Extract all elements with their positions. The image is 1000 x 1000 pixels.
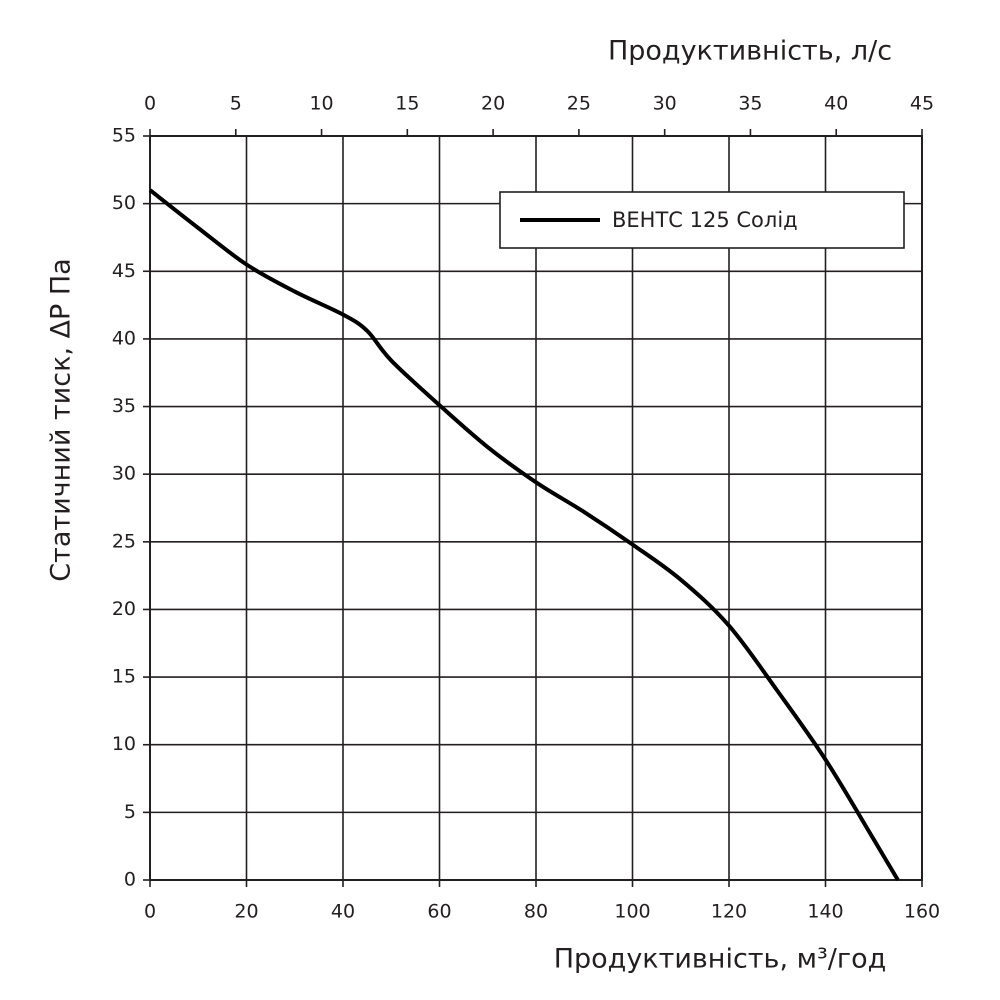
x-tick-label: 40 [331, 901, 355, 923]
y-tick-label: 40 [112, 327, 136, 349]
x2-axis-title: Продуктивність, л/с [608, 36, 892, 67]
x2-tick-label: 45 [910, 93, 934, 115]
x-tick-label: 80 [524, 901, 548, 923]
x2-tick-label: 25 [567, 93, 591, 115]
y-tick-label: 20 [112, 598, 136, 620]
x2-tick-label: 10 [309, 93, 333, 115]
x2-tick-label: 5 [230, 93, 242, 115]
x2-tick-label: 35 [738, 93, 762, 115]
data-line [148, 188, 900, 882]
y-tick-label: 15 [112, 666, 136, 688]
x-tick-label: 0 [144, 901, 156, 923]
y-tick-label: 35 [112, 395, 136, 417]
x2-tick-label: 20 [481, 93, 505, 115]
y-tick-label: 55 [112, 125, 136, 147]
x-tick-label: 20 [234, 901, 258, 923]
y-tick-label: 10 [112, 733, 136, 755]
y-axis-title: Статичний тиск, ΔP Па [46, 258, 77, 581]
x-tick-label: 160 [904, 901, 940, 923]
plot-frame [149, 135, 923, 881]
legend-label: ВЕНТС 125 Солід [612, 208, 798, 232]
x-axis-title: Продуктивність, м³/год [554, 944, 887, 975]
y-tick-label: 30 [112, 463, 136, 485]
x-tick-label: 100 [614, 901, 650, 923]
x2-tick-label: 0 [144, 93, 156, 115]
x2-tick-label: 15 [395, 93, 419, 115]
x-tick-label: 140 [807, 901, 843, 923]
y-tick-label: 0 [124, 869, 136, 891]
x2-tick-label: 30 [653, 93, 677, 115]
y-tick-label: 45 [112, 260, 136, 282]
x-tick-label: 60 [427, 901, 451, 923]
y-tick-label: 25 [112, 530, 136, 552]
x2-tick-label: 40 [824, 93, 848, 115]
y-tick-label: 50 [112, 192, 136, 214]
y-tick-label: 5 [124, 801, 136, 823]
x-tick-label: 120 [711, 901, 747, 923]
